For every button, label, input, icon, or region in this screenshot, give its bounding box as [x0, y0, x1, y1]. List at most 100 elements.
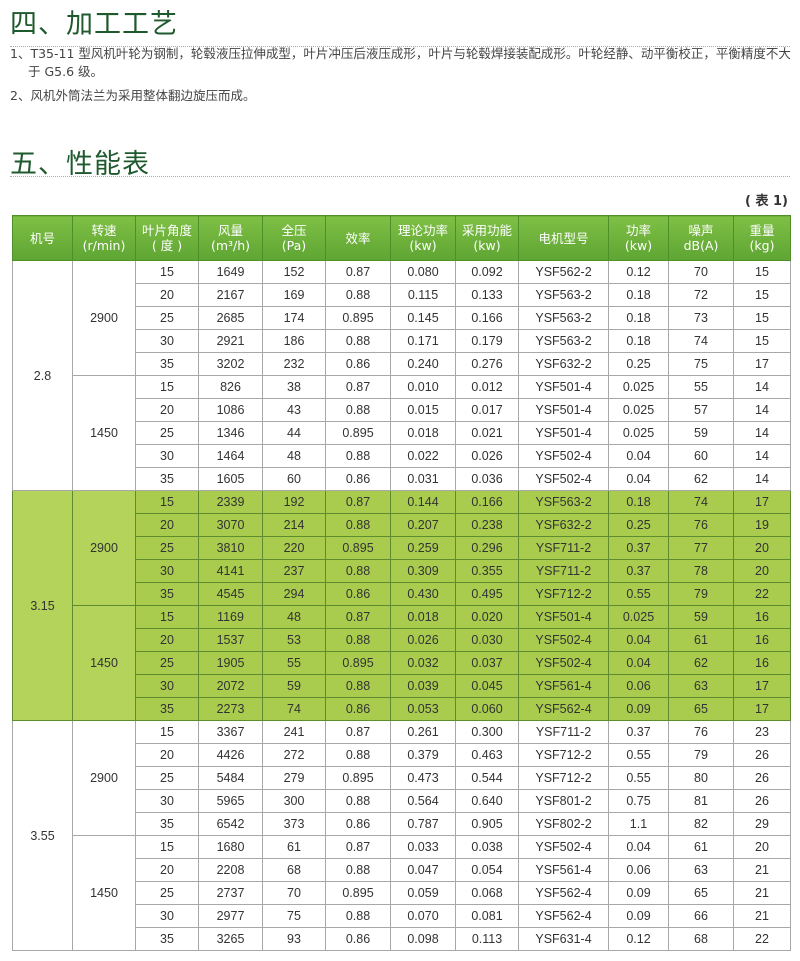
table-cell: 192: [262, 490, 326, 514]
table-cell: 0.88: [325, 398, 391, 422]
table-row: 20 1086 43 0.88 0.015 0.017 YSF501-4 0.025 57 14: [13, 398, 791, 422]
table-cell: 0.015: [390, 398, 456, 422]
table-cell: 15: [135, 720, 199, 744]
table-cell: 55: [262, 651, 326, 675]
table-cell: 0.18: [608, 283, 669, 307]
table-cell: 0.25: [608, 513, 669, 537]
table-cell: 0.895: [325, 651, 391, 675]
table-cell: 0.045: [455, 674, 519, 698]
table-cell: 0.86: [325, 467, 391, 491]
column-header: 采用功能 (kw): [455, 215, 519, 261]
table-cell: 4426: [198, 743, 263, 767]
table-cell: 15: [135, 375, 199, 399]
column-header: 全压 (Pa): [262, 215, 326, 261]
table-cell: 0.895: [325, 766, 391, 790]
table-row: 25 1346 44 0.895 0.018 0.021 YSF501-4 0.025 59 14: [13, 421, 791, 445]
table-cell: 17: [733, 490, 791, 514]
table-cell: 75: [668, 352, 734, 376]
table-cell: 57: [668, 398, 734, 422]
table-cell: 35: [135, 927, 199, 951]
table-cell: 0.207: [390, 513, 456, 537]
table-cell: 20: [135, 283, 199, 307]
section-title-performance: 五、性能表: [10, 149, 150, 180]
table-cell: YSF501-4: [518, 421, 609, 445]
table-row: 20 2167 169 0.88 0.115 0.133 YSF563-2 0.18 72 15: [13, 283, 791, 307]
table-cell: 0.171: [390, 329, 456, 353]
table-cell: 26: [733, 766, 791, 790]
table-cell: 2273: [198, 697, 263, 721]
table-cell: 82: [668, 812, 734, 836]
table-cell: 0.133: [455, 283, 519, 307]
table-cell: 20: [135, 398, 199, 422]
table-cell: 0.238: [455, 513, 519, 537]
table-row: 30 4141 237 0.88 0.309 0.355 YSF711-2 0.37 78 20: [13, 559, 791, 583]
table-cell: 0.87: [325, 720, 391, 744]
table-cell: YSF502-4: [518, 444, 609, 468]
table-cell: 0.144: [390, 490, 456, 514]
table-cell: YSF563-2: [518, 306, 609, 330]
table-cell: 15: [135, 260, 199, 284]
table-cell: 0.296: [455, 536, 519, 560]
table-cell: 0.12: [608, 927, 669, 951]
section-title-processing: 四、加工工艺: [10, 9, 178, 40]
table-cell: 373: [262, 812, 326, 836]
table-cell: 0.25: [608, 352, 669, 376]
table-row: 35 3265 93 0.86 0.098 0.113 YSF631-4 0.12 68 22: [13, 927, 791, 951]
table-cell: 232: [262, 352, 326, 376]
table-cell: 0.86: [325, 927, 391, 951]
table-cell: 35: [135, 352, 199, 376]
table-cell: 0.88: [325, 674, 391, 698]
table-cell: 1905: [198, 651, 263, 675]
table-cell: 20: [733, 835, 791, 859]
table-cell: 0.88: [325, 904, 391, 928]
table-cell: 0.115: [390, 283, 456, 307]
table-row: 30 2977 75 0.88 0.070 0.081 YSF562-4 0.09 66 21: [13, 904, 791, 928]
table-cell: 55: [668, 375, 734, 399]
table-cell: 14: [733, 444, 791, 468]
table-cell: 0.09: [608, 904, 669, 928]
table-cell: 0.379: [390, 743, 456, 767]
table-cell: 0.018: [390, 605, 456, 629]
table-cell: 25: [135, 421, 199, 445]
table-cell: 1.1: [608, 812, 669, 836]
table-cell: 174: [262, 306, 326, 330]
table-cell: 1169: [198, 605, 263, 629]
model-cell: 3.15: [12, 490, 73, 721]
table-cell: 35: [135, 812, 199, 836]
table-cell: 0.86: [325, 812, 391, 836]
table-cell: 300: [262, 789, 326, 813]
table-cell: YSF712-2: [518, 743, 609, 767]
table-cell: 0.787: [390, 812, 456, 836]
table-cell: 0.026: [390, 628, 456, 652]
table-row: 30 2072 59 0.88 0.039 0.045 YSF561-4 0.06 63 17: [13, 674, 791, 698]
table-cell: YSF562-4: [518, 697, 609, 721]
table-cell: 61: [262, 835, 326, 859]
table-cell: 3265: [198, 927, 263, 951]
table-cell: 70: [262, 881, 326, 905]
table-cell: 0.55: [608, 582, 669, 606]
table-cell: 0.905: [455, 812, 519, 836]
table-cell: 20: [135, 628, 199, 652]
table-cell: 0.068: [455, 881, 519, 905]
table-cell: 0.012: [455, 375, 519, 399]
table-cell: 0.37: [608, 559, 669, 583]
table-cell: 0.261: [390, 720, 456, 744]
table-cell: 25: [135, 651, 199, 675]
table-cell: 0.75: [608, 789, 669, 813]
table-cell: 0.022: [390, 444, 456, 468]
table-row: 25 2737 70 0.895 0.059 0.068 YSF562-4 0.09 65 21: [13, 881, 791, 905]
table-cell: 0.025: [608, 375, 669, 399]
table-cell: 0.88: [325, 789, 391, 813]
table-row: 2.8 2900 15 1649 152 0.87 0.080 0.092 YSF562-2 0.…: [12, 260, 791, 491]
divider: [10, 46, 790, 47]
table-cell: 0.098: [390, 927, 456, 951]
table-cell: 17: [733, 674, 791, 698]
table-cell: 61: [668, 835, 734, 859]
table-cell: 76: [668, 720, 734, 744]
table-cell: YSF502-4: [518, 628, 609, 652]
table-cell: 26: [733, 789, 791, 813]
table-row: 35 1605 60 0.86 0.031 0.036 YSF502-4 0.04 62 14: [13, 467, 791, 491]
table-cell: YSF712-2: [518, 766, 609, 790]
table-cell: YSF712-2: [518, 582, 609, 606]
table-cell: YSF562-2: [518, 260, 609, 284]
